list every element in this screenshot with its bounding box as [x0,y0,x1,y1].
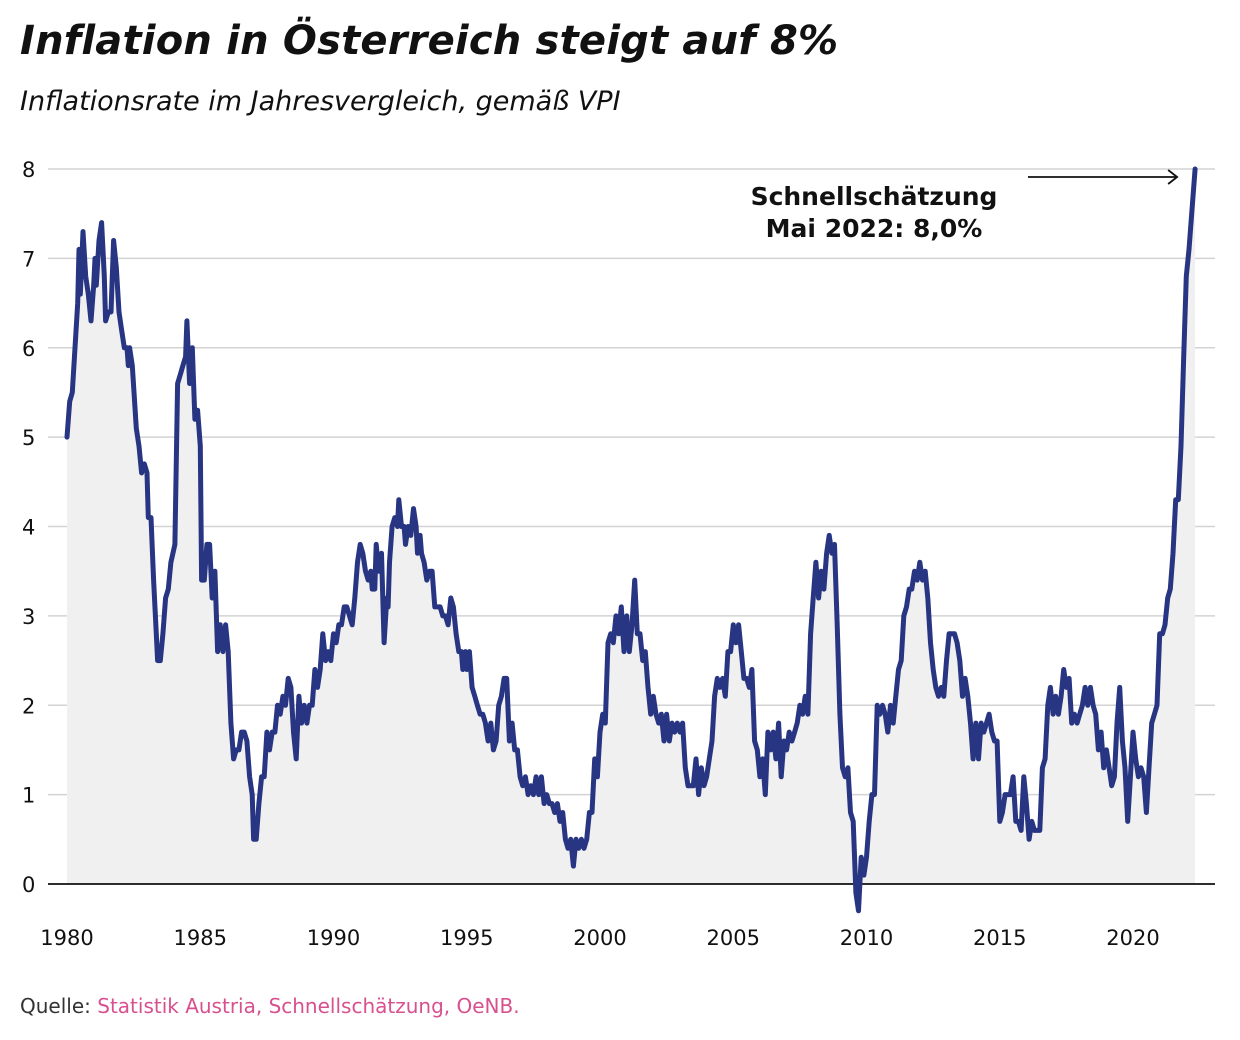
x-axis: 1980 1985 1990 1995 2000 2005 2010 2015 2020 [40,926,1159,950]
y-tick-label: 6 [22,337,35,361]
x-tick-label: 1980 [40,926,93,950]
y-tick-label: 2 [22,694,35,718]
y-tick-label: 4 [22,516,35,540]
x-tick-label: 2015 [973,926,1026,950]
annotation-text-line-1: Schnellschätzung [751,182,998,211]
y-tick-label: 5 [22,426,35,450]
x-tick-label: 2010 [840,926,893,950]
annotation-arrow-head [1167,169,1179,185]
x-tick-label: 1985 [174,926,227,950]
y-tick-label: 8 [22,158,35,182]
x-tick-label: 1995 [440,926,493,950]
y-axis: 0 1 2 3 4 5 6 7 8 [22,158,35,897]
source-note: Quelle: Statistik Austria, Schnellschätz… [20,994,520,1018]
x-tick-label: 2020 [1106,926,1159,950]
annotation: Schnellschätzung Mai 2022: 8,0% [751,169,1179,243]
y-tick-label: 1 [22,784,35,808]
x-tick-label: 2000 [573,926,626,950]
x-tick-label: 1990 [307,926,360,950]
annotation-text-line-2: Mai 2022: 8,0% [766,214,983,243]
y-tick-label: 3 [22,605,35,629]
chart-subtitle: Inflationsrate im Jahresvergleich, gemäß… [20,86,621,117]
series-area [67,169,1196,911]
y-tick-label: 7 [22,247,35,271]
y-tick-label: 0 [22,873,35,897]
source-label: Quelle: [20,994,91,1018]
x-tick-label: 2005 [707,926,760,950]
chart-title: Inflation in Österreich steigt auf 8% [20,18,839,64]
series-line [64,166,1198,914]
source-link[interactable]: Statistik Austria, Schnellschätzung, OeN… [97,994,520,1018]
